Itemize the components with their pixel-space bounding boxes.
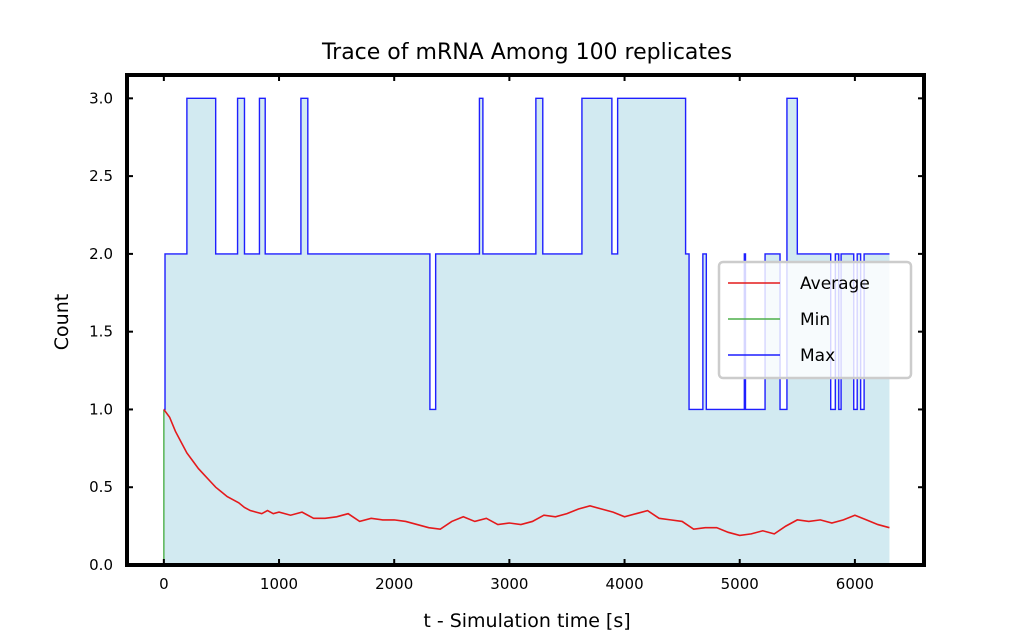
legend-label-min: Min [800, 310, 830, 330]
legend-label-max: Max [800, 346, 835, 366]
y-tick-label: 1.5 [89, 323, 113, 341]
x-tick-label: 5000 [721, 575, 759, 593]
legend-box [717, 260, 913, 380]
legend-label-average: Average [800, 274, 870, 294]
y-tick-label: 2.5 [89, 167, 113, 185]
x-axis-label: t - Simulation time [s] [423, 610, 630, 632]
series-line-average [163, 408, 890, 537]
y-tick-label: 0.5 [89, 478, 113, 496]
x-tick-label: 2000 [375, 575, 413, 593]
y-tick-label: 1.0 [89, 400, 113, 418]
y-tick-label: 3.0 [89, 89, 113, 107]
y-tick-label: 2.0 [89, 245, 113, 263]
plot-frame [125, 73, 926, 567]
x-tick-label: 1000 [260, 575, 298, 593]
chart-title: Trace of mRNA Among 100 replicates [321, 40, 732, 65]
x-tick-label: 4000 [605, 575, 643, 593]
x-tick-label: 3000 [490, 575, 528, 593]
min-max-fill-area [163, 98, 890, 565]
plot-area: 0 1000 2000 3000 4000 5000 6000 0.0 0.5 1.0 1.5 2.0… [89, 73, 926, 593]
x-tick-label: 6000 [836, 575, 874, 593]
legend: Average Min Max [717, 260, 913, 380]
x-tick-label: 0 [159, 575, 169, 593]
y-axis-label: Count [51, 294, 73, 350]
y-tick-label: 0.0 [89, 556, 113, 574]
